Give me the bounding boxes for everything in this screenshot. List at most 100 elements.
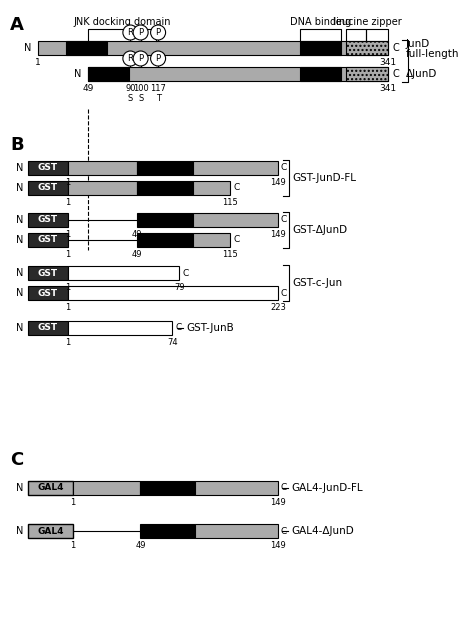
Bar bbox=[38, 41, 388, 55]
Text: P: P bbox=[155, 28, 161, 37]
Text: 1: 1 bbox=[65, 250, 71, 259]
Text: P: P bbox=[138, 54, 143, 63]
Text: GST-JunB: GST-JunB bbox=[186, 323, 234, 333]
Text: C: C bbox=[281, 483, 287, 492]
Text: 79: 79 bbox=[174, 283, 185, 292]
Circle shape bbox=[133, 51, 148, 66]
Bar bbox=[193, 213, 278, 227]
Bar bbox=[68, 321, 172, 335]
Bar bbox=[28, 321, 68, 335]
Text: 1: 1 bbox=[65, 230, 71, 239]
Text: N: N bbox=[16, 183, 23, 193]
Text: A: A bbox=[10, 16, 24, 34]
Text: 49: 49 bbox=[132, 250, 142, 259]
Text: N: N bbox=[16, 163, 23, 173]
Text: C: C bbox=[393, 43, 400, 53]
Text: 1: 1 bbox=[65, 283, 71, 292]
Text: leucine zipper: leucine zipper bbox=[333, 17, 401, 27]
Circle shape bbox=[151, 25, 165, 40]
Bar bbox=[68, 286, 278, 300]
Text: N: N bbox=[16, 268, 23, 278]
Text: 90
S: 90 S bbox=[125, 84, 136, 104]
Bar bbox=[68, 161, 137, 175]
Text: R: R bbox=[128, 54, 133, 63]
Text: C: C bbox=[233, 184, 239, 193]
Bar bbox=[140, 524, 195, 538]
Bar bbox=[28, 286, 68, 300]
Text: C: C bbox=[10, 451, 23, 469]
Text: 115: 115 bbox=[222, 250, 238, 259]
Text: 49: 49 bbox=[135, 541, 146, 550]
Text: P: P bbox=[138, 28, 143, 37]
Text: 115: 115 bbox=[222, 198, 238, 207]
Text: N: N bbox=[16, 526, 23, 536]
Bar bbox=[28, 266, 68, 280]
Bar bbox=[66, 41, 107, 55]
Text: 341: 341 bbox=[380, 84, 397, 93]
Text: 1: 1 bbox=[65, 198, 71, 207]
Text: 74: 74 bbox=[167, 338, 178, 347]
Text: GST: GST bbox=[38, 235, 58, 244]
Text: GST-ΔJunD: GST-ΔJunD bbox=[292, 225, 347, 235]
Text: 1: 1 bbox=[70, 498, 76, 507]
Bar bbox=[28, 181, 68, 195]
Bar bbox=[68, 266, 179, 280]
Bar bbox=[346, 41, 388, 55]
Text: C: C bbox=[281, 527, 287, 536]
Text: P: P bbox=[155, 54, 161, 63]
Text: 1: 1 bbox=[65, 178, 71, 187]
Text: N: N bbox=[16, 235, 23, 245]
Text: C: C bbox=[175, 324, 182, 333]
Bar bbox=[193, 233, 230, 247]
Text: C: C bbox=[393, 69, 400, 79]
Text: 117
T: 117 T bbox=[150, 84, 166, 104]
Bar bbox=[88, 67, 129, 81]
Bar bbox=[73, 481, 140, 495]
Text: full-length: full-length bbox=[406, 49, 459, 59]
Text: 149: 149 bbox=[270, 230, 286, 239]
Bar bbox=[28, 213, 68, 227]
Bar bbox=[195, 481, 278, 495]
Text: 149: 149 bbox=[270, 178, 286, 187]
Text: 149: 149 bbox=[270, 541, 286, 550]
Text: C: C bbox=[233, 235, 239, 244]
Bar bbox=[28, 161, 68, 175]
Text: 49: 49 bbox=[82, 84, 94, 93]
Bar bbox=[28, 481, 73, 495]
Text: N: N bbox=[16, 288, 23, 298]
Bar bbox=[300, 67, 341, 81]
Bar bbox=[28, 233, 68, 247]
Text: C: C bbox=[281, 163, 287, 172]
Text: 49: 49 bbox=[132, 230, 142, 239]
Text: N: N bbox=[16, 483, 23, 493]
Text: 223: 223 bbox=[270, 303, 286, 312]
Circle shape bbox=[133, 25, 148, 40]
Text: GST: GST bbox=[38, 163, 58, 172]
Bar bbox=[137, 181, 193, 195]
Text: C: C bbox=[281, 216, 287, 225]
Bar bbox=[300, 41, 341, 55]
Text: DNA binding: DNA binding bbox=[290, 17, 351, 27]
Text: GAL4-JunD-FL: GAL4-JunD-FL bbox=[291, 483, 363, 493]
Text: N: N bbox=[16, 215, 23, 225]
Text: GST: GST bbox=[38, 216, 58, 225]
Text: GST: GST bbox=[38, 324, 58, 333]
Text: GAL4: GAL4 bbox=[37, 527, 64, 536]
Bar bbox=[137, 161, 193, 175]
Text: C: C bbox=[182, 268, 189, 277]
Text: 341: 341 bbox=[380, 58, 397, 67]
Circle shape bbox=[123, 25, 138, 40]
Text: GAL4-ΔJunD: GAL4-ΔJunD bbox=[291, 526, 354, 536]
Bar bbox=[28, 524, 73, 538]
Text: N: N bbox=[16, 323, 23, 333]
Bar bbox=[137, 213, 193, 227]
Text: 1: 1 bbox=[35, 58, 41, 67]
Bar bbox=[195, 524, 278, 538]
Text: GST-c-Jun: GST-c-Jun bbox=[292, 278, 342, 288]
Text: GST: GST bbox=[38, 289, 58, 298]
Text: 149: 149 bbox=[270, 498, 286, 507]
Text: N: N bbox=[74, 69, 82, 79]
Text: R: R bbox=[128, 28, 133, 37]
Circle shape bbox=[123, 51, 138, 66]
Text: ΔJunD: ΔJunD bbox=[406, 69, 438, 79]
